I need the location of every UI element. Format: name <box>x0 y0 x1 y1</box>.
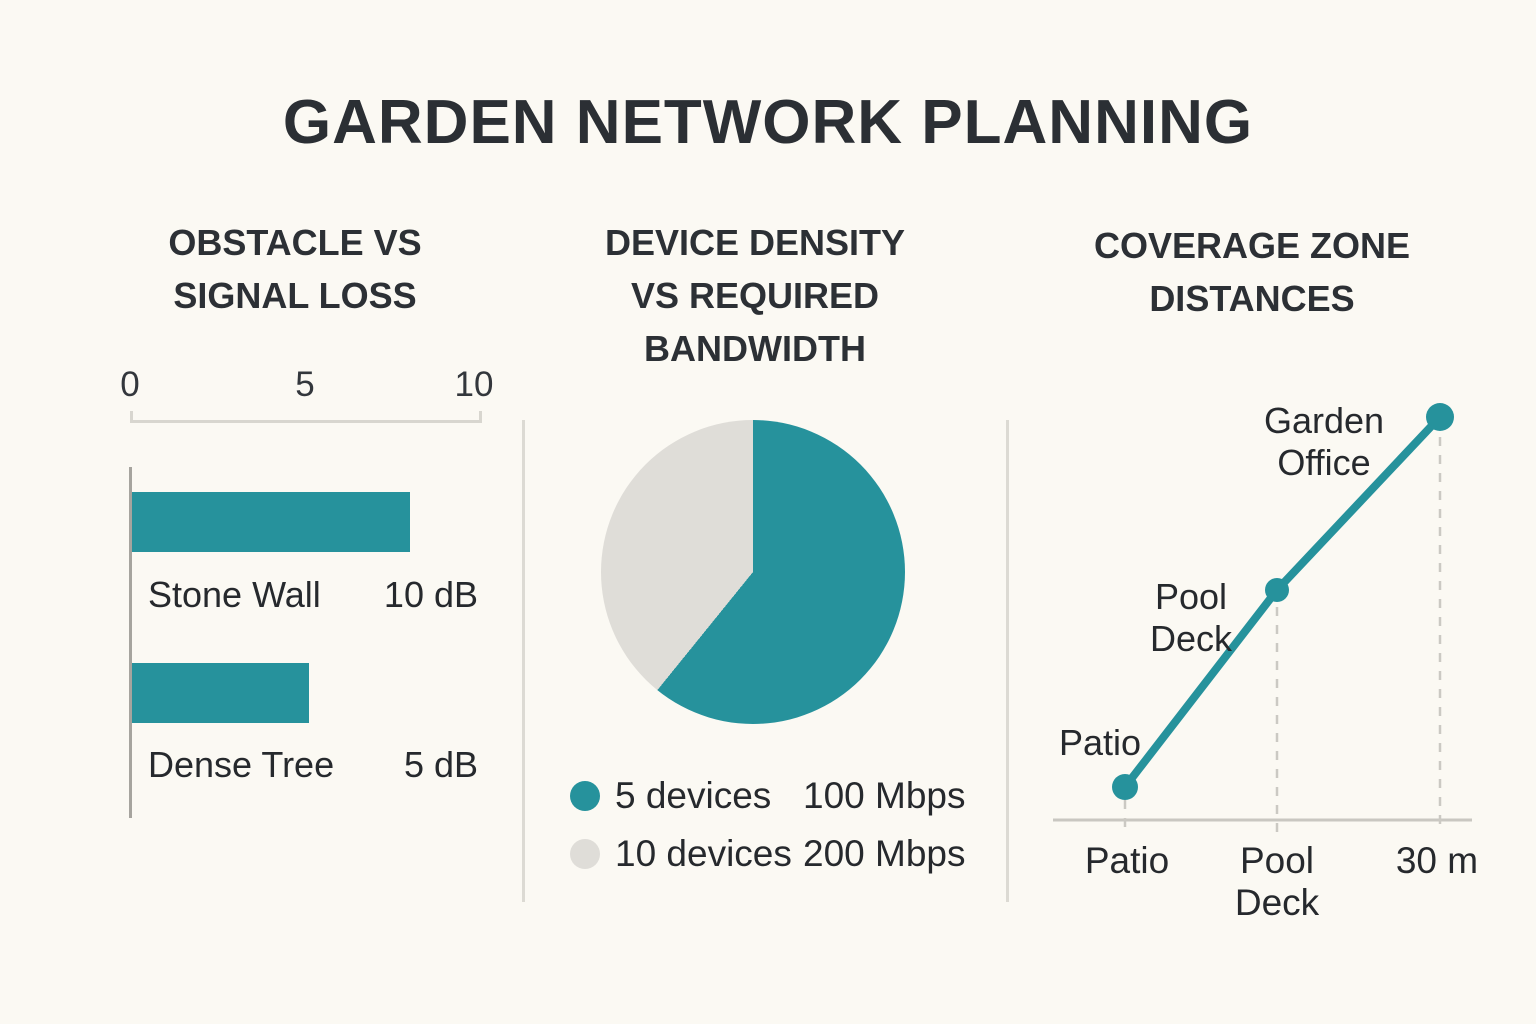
x-tick-30m: 30 m <box>1395 840 1479 881</box>
legend-dot-gray-icon <box>570 839 600 869</box>
bar-row-stone-wall: Stone Wall 10 dB <box>148 575 478 615</box>
legend-label-5-devices: 5 devices <box>615 775 772 816</box>
bar-chart-left-spine <box>129 467 132 818</box>
bar-stone-wall <box>132 492 410 552</box>
legend-item-10-devices: 10 devices 200 Mbps <box>570 834 966 874</box>
pie-chart <box>601 420 905 724</box>
line-chart-title-line2: DISTANCES <box>1149 278 1355 319</box>
panel-divider-left <box>522 420 525 902</box>
bar-axis-tick-10: 10 <box>454 365 494 404</box>
point-dot-patio <box>1112 774 1138 800</box>
bar-value-stone-wall: 10 dB <box>383 574 478 615</box>
legend-value-200-mbps: 200 Mbps <box>803 833 966 874</box>
page-title: GARDEN NETWORK PLANNING <box>282 88 1254 157</box>
line-chart-title: COVERAGE ZONE DISTANCES <box>1050 219 1454 325</box>
bar-dense-tree <box>132 663 309 723</box>
pie-chart-title: DEVICE DENSITY VS REQUIRED BANDWIDTH <box>560 216 950 375</box>
bar-chart-title-line2: SIGNAL LOSS <box>173 275 417 316</box>
legend-dot-teal-icon <box>570 781 600 811</box>
x-tick-patio: Patio <box>1084 840 1170 881</box>
legend-value-100-mbps: 100 Mbps <box>803 775 966 816</box>
pie-chart-title-line3: BANDWIDTH <box>644 328 866 369</box>
x-tick-pool-deck: Pool Deck <box>1234 840 1320 923</box>
bar-value-dense-tree: 5 dB <box>403 744 478 785</box>
bar-chart-title: OBSTACLE VS SIGNAL LOSS <box>100 216 490 322</box>
bar-category-stone-wall: Stone Wall <box>148 574 321 615</box>
pie-chart-title-line2: VS REQUIRED <box>630 275 880 316</box>
bar-chart-title-line1: OBSTACLE VS <box>168 222 422 263</box>
bar-row-dense-tree: Dense Tree 5 dB <box>148 745 478 785</box>
legend-item-5-devices: 5 devices 100 Mbps <box>570 776 966 816</box>
line-chart-title-line1: COVERAGE ZONE <box>1093 225 1411 266</box>
bar-category-dense-tree: Dense Tree <box>148 744 335 785</box>
point-label-patio: Patio <box>1058 722 1142 763</box>
pie-chart-title-line1: DEVICE DENSITY <box>604 222 906 263</box>
panel-divider-right <box>1006 420 1009 902</box>
point-label-pool-deck: Pool Deck <box>1149 576 1233 659</box>
legend-label-10-devices: 10 devices <box>615 833 792 874</box>
bar-axis-tick-0: 0 <box>120 365 140 404</box>
point-label-garden-office: Garden Office <box>1263 400 1385 483</box>
bar-axis-tick-5: 5 <box>295 365 315 404</box>
bar-axis-line <box>130 411 482 423</box>
